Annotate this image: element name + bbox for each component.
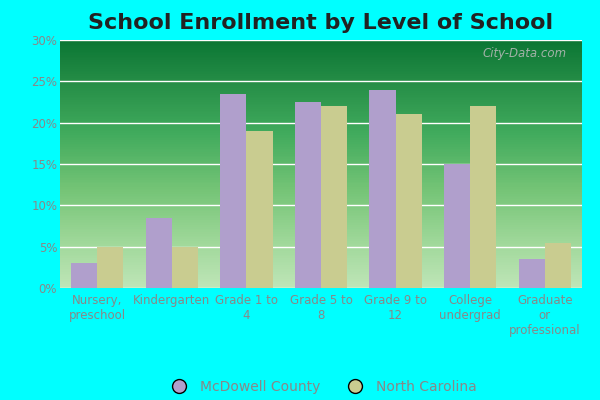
Bar xyxy=(220,94,247,288)
Bar xyxy=(172,247,198,288)
Bar xyxy=(518,259,545,288)
Bar xyxy=(395,114,422,288)
Bar xyxy=(470,106,496,288)
Bar xyxy=(97,247,124,288)
Bar xyxy=(146,218,172,288)
Bar xyxy=(321,106,347,288)
Bar xyxy=(370,90,395,288)
Bar xyxy=(295,102,321,288)
Title: School Enrollment by Level of School: School Enrollment by Level of School xyxy=(88,13,554,33)
Text: City-Data.com: City-Data.com xyxy=(482,48,566,60)
Bar xyxy=(444,164,470,288)
Legend: McDowell County, North Carolina: McDowell County, North Carolina xyxy=(160,374,482,400)
Bar xyxy=(545,242,571,288)
Bar xyxy=(71,263,97,288)
Bar xyxy=(247,131,272,288)
